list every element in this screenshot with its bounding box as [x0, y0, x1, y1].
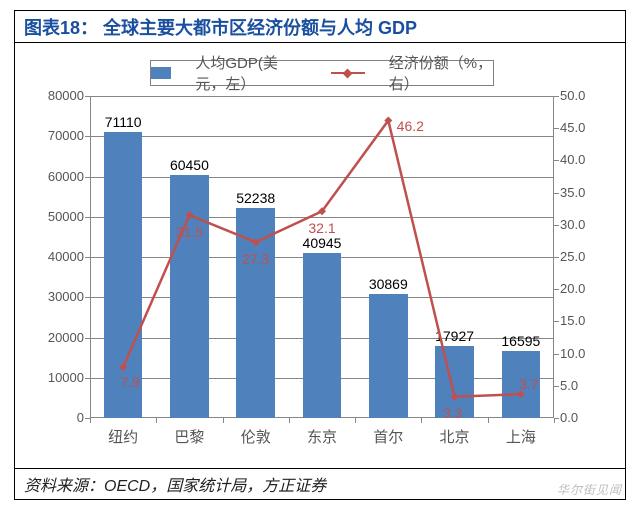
source-line: 资料来源：OECD，国家统计局，方正证券	[24, 472, 326, 496]
line-value-label: 27.3	[242, 251, 269, 267]
line-value-label: 3.3	[443, 405, 462, 421]
legend: 人均GDP(美元，左）经济份额（%，右）	[150, 60, 494, 86]
line-value-label: 7.9	[120, 374, 139, 390]
line-value-label: 3.7	[519, 376, 538, 392]
watermark: 华尔街见闻	[557, 481, 622, 498]
title-separator	[14, 42, 626, 43]
source-separator	[14, 468, 626, 469]
line-value-label: 31.5	[176, 224, 203, 240]
figure-title: 图表18： 全球主要大都市区经济份额与人均 GDP	[24, 14, 417, 40]
legend-bar-label: 人均GDP(美元，左）	[195, 52, 306, 94]
legend-line-swatch	[331, 67, 365, 79]
chart-area: 0100002000030000400005000060000700008000…	[28, 54, 600, 456]
legend-line-label: 经济份额（%，右）	[389, 52, 493, 94]
line-series	[28, 54, 600, 456]
legend-bar-swatch	[151, 67, 171, 79]
line-value-label: 46.2	[397, 118, 424, 134]
line-value-label: 32.1	[308, 220, 335, 236]
